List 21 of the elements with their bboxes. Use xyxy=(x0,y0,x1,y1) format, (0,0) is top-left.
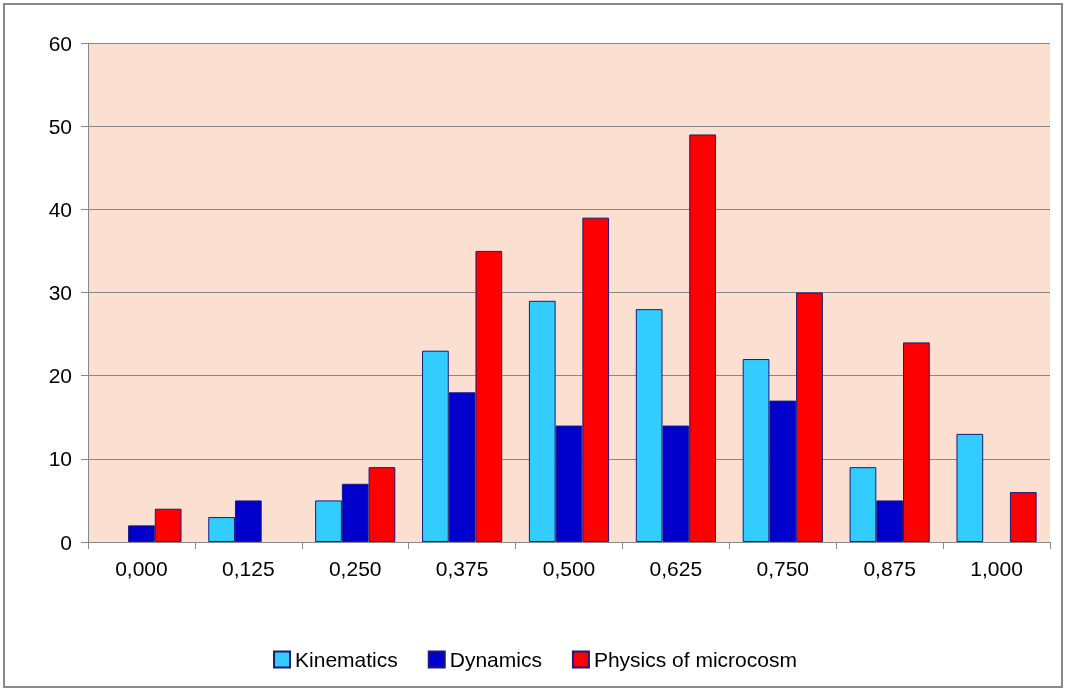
y-tick-label: 40 xyxy=(48,197,72,221)
y-tick-label: 0 xyxy=(60,530,72,554)
x-tick-label: 0,250 xyxy=(328,557,382,580)
x-tick-label: 1,000 xyxy=(970,557,1023,580)
x-tick-label: 0,125 xyxy=(222,557,275,580)
legend-label: Physics of microcosm xyxy=(593,648,797,671)
y-tick-label: 50 xyxy=(48,114,72,138)
x-tick-label: 0,875 xyxy=(863,557,916,580)
x-tick-label: 0,500 xyxy=(542,557,596,580)
bar xyxy=(956,433,984,542)
bar xyxy=(1009,492,1037,542)
y-tick-label: 60 xyxy=(48,31,72,55)
x-tick-label: 0,625 xyxy=(649,557,703,580)
x-tick-label: 0,000 xyxy=(115,557,168,580)
legend-label: Kinematics xyxy=(295,648,398,671)
legend-label: Dynamics xyxy=(449,648,542,671)
y-tick-label: 20 xyxy=(48,364,72,388)
x-tick-label: 0,375 xyxy=(435,557,489,580)
x-tick-label: 0,750 xyxy=(756,557,810,580)
y-tick-label: 10 xyxy=(48,447,72,471)
y-tick-label: 30 xyxy=(48,281,72,304)
